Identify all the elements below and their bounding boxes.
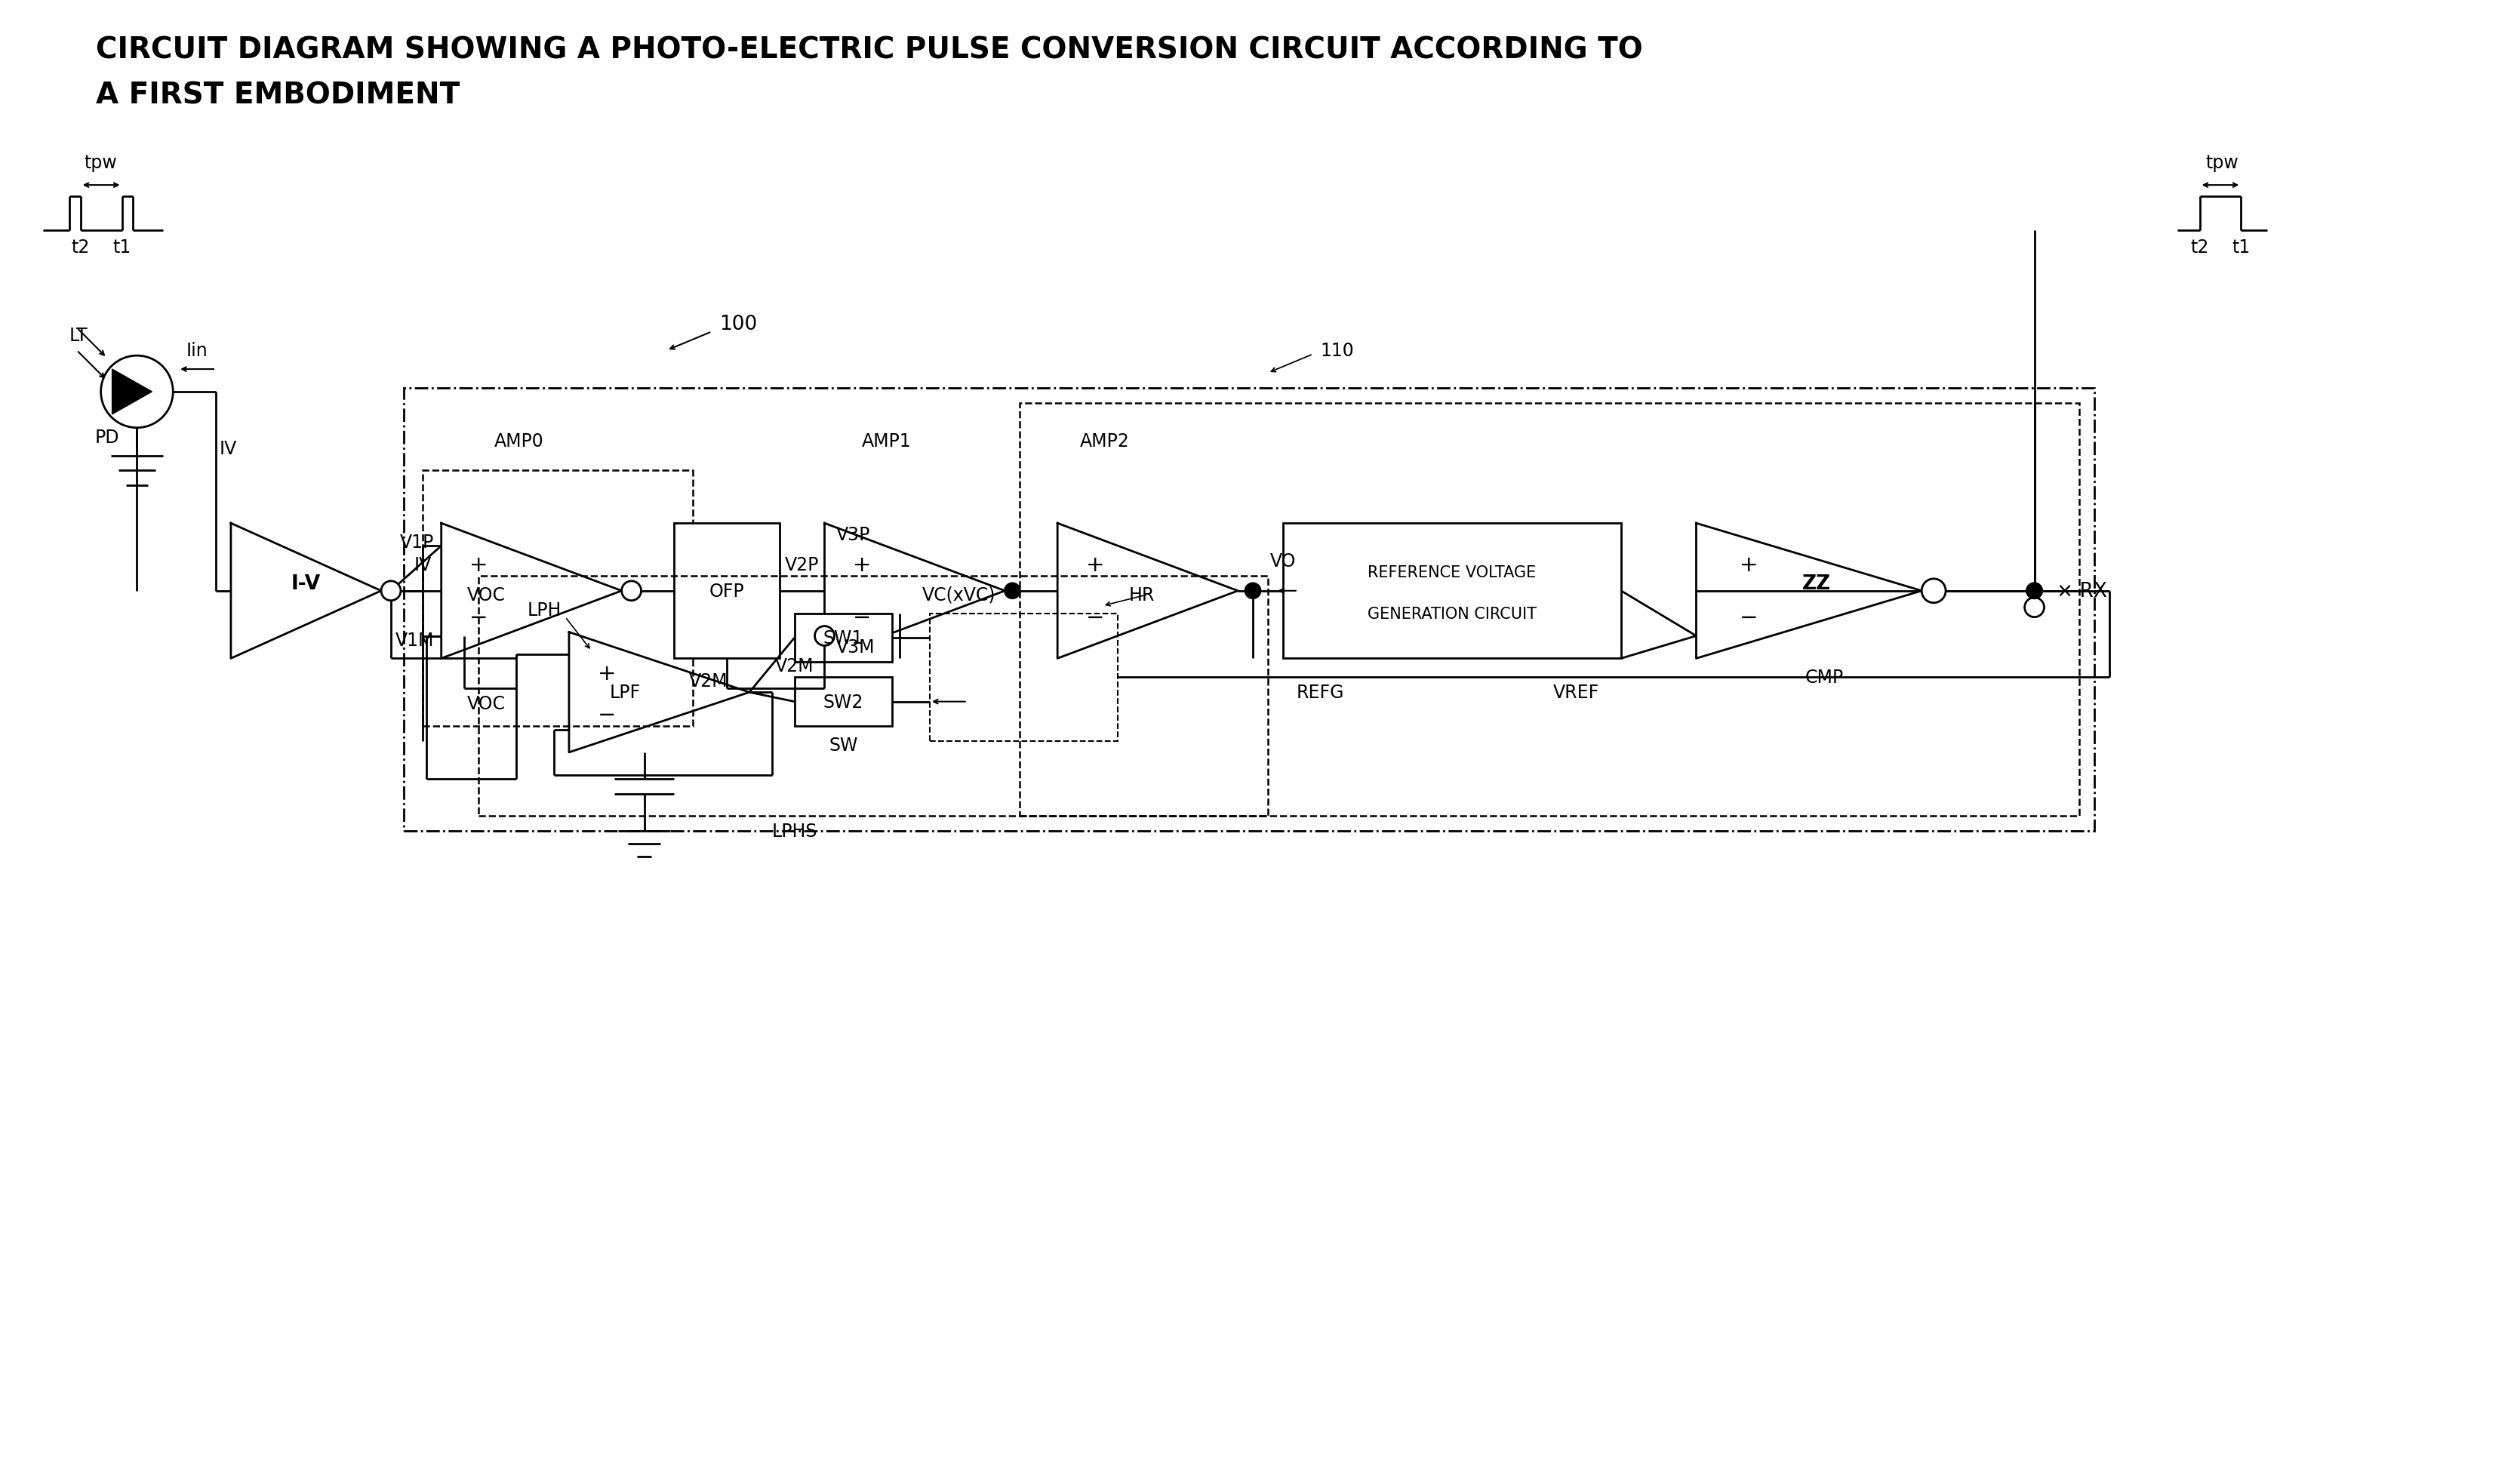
Circle shape bbox=[1005, 583, 1021, 599]
Text: t2: t2 bbox=[2190, 238, 2210, 257]
Text: V3P: V3P bbox=[837, 526, 869, 544]
Polygon shape bbox=[111, 370, 151, 414]
Circle shape bbox=[622, 582, 640, 601]
Text: VREF: VREF bbox=[1552, 684, 1600, 701]
Text: t2: t2 bbox=[71, 238, 91, 257]
Text: × RX: × RX bbox=[2056, 582, 2107, 601]
Text: REFERENCE VOLTAGE: REFERENCE VOLTAGE bbox=[1368, 564, 1537, 580]
Text: SW: SW bbox=[829, 736, 857, 754]
Bar bbox=[794, 678, 892, 726]
Text: AMP0: AMP0 bbox=[494, 432, 544, 451]
Text: 110: 110 bbox=[1320, 341, 1353, 360]
Text: AMP1: AMP1 bbox=[862, 432, 912, 451]
Text: ZZ: ZZ bbox=[1802, 574, 1832, 593]
Text: IV: IV bbox=[413, 555, 431, 574]
Text: V2M: V2M bbox=[776, 658, 814, 675]
Text: GENERATION CIRCUIT: GENERATION CIRCUIT bbox=[1368, 607, 1537, 621]
Text: LPH: LPH bbox=[527, 601, 562, 620]
Text: −: − bbox=[1739, 607, 1759, 628]
Text: −: − bbox=[469, 607, 489, 628]
Text: VO: VO bbox=[1270, 553, 1295, 570]
Text: CMP: CMP bbox=[1804, 669, 1842, 687]
Text: Iin: Iin bbox=[186, 341, 209, 360]
Circle shape bbox=[2026, 583, 2041, 599]
Circle shape bbox=[381, 582, 401, 601]
Text: +: + bbox=[469, 554, 489, 576]
Circle shape bbox=[1923, 579, 1945, 604]
Text: REFG: REFG bbox=[1295, 684, 1346, 701]
Text: SW1: SW1 bbox=[824, 628, 864, 647]
Circle shape bbox=[1245, 583, 1260, 599]
Text: LPF: LPF bbox=[610, 684, 640, 701]
Text: t1: t1 bbox=[113, 238, 131, 257]
Text: +: + bbox=[597, 663, 615, 684]
Text: tpw: tpw bbox=[83, 155, 118, 172]
Text: +: + bbox=[1739, 554, 1759, 576]
Circle shape bbox=[2024, 598, 2044, 618]
Bar bbox=[479, 576, 1268, 816]
Text: SW2: SW2 bbox=[824, 693, 864, 712]
Text: VOC: VOC bbox=[466, 586, 504, 604]
Circle shape bbox=[2026, 583, 2041, 599]
Bar bbox=[794, 614, 892, 662]
Text: VC(xVC): VC(xVC) bbox=[922, 586, 995, 604]
Bar bbox=[930, 614, 1116, 741]
Text: OFP: OFP bbox=[708, 582, 743, 601]
Text: 100: 100 bbox=[718, 315, 756, 334]
Bar bbox=[423, 471, 693, 726]
Text: LT: LT bbox=[71, 327, 88, 346]
Bar bbox=[1283, 523, 1620, 659]
Text: IV: IV bbox=[219, 439, 237, 458]
Text: V3M: V3M bbox=[837, 639, 874, 656]
Bar bbox=[403, 388, 2094, 831]
Text: −: − bbox=[597, 704, 615, 726]
Text: HR: HR bbox=[1129, 586, 1154, 604]
Text: +: + bbox=[1086, 554, 1104, 576]
Bar bbox=[1021, 404, 2079, 816]
Text: AMP2: AMP2 bbox=[1081, 432, 1129, 451]
Text: V2M: V2M bbox=[690, 672, 728, 690]
Text: +: + bbox=[852, 554, 872, 576]
Text: V2P: V2P bbox=[784, 555, 819, 574]
Text: V1M: V1M bbox=[396, 631, 433, 649]
Text: tpw: tpw bbox=[2205, 155, 2238, 172]
Circle shape bbox=[101, 356, 174, 429]
Text: −: − bbox=[852, 607, 872, 628]
Circle shape bbox=[814, 627, 834, 646]
Text: A FIRST EMBODIMENT: A FIRST EMBODIMENT bbox=[96, 82, 459, 109]
Text: LPHS: LPHS bbox=[771, 822, 816, 841]
Text: −: − bbox=[1086, 607, 1104, 628]
Text: t1: t1 bbox=[2233, 238, 2250, 257]
Text: I-V: I-V bbox=[292, 574, 320, 593]
Text: V1P: V1P bbox=[401, 534, 433, 551]
Text: PD: PD bbox=[96, 429, 118, 446]
Text: VOC: VOC bbox=[466, 695, 504, 713]
Text: CIRCUIT DIAGRAM SHOWING A PHOTO-ELECTRIC PULSE CONVERSION CIRCUIT ACCORDING TO: CIRCUIT DIAGRAM SHOWING A PHOTO-ELECTRIC… bbox=[96, 36, 1643, 64]
Bar bbox=[675, 523, 779, 659]
